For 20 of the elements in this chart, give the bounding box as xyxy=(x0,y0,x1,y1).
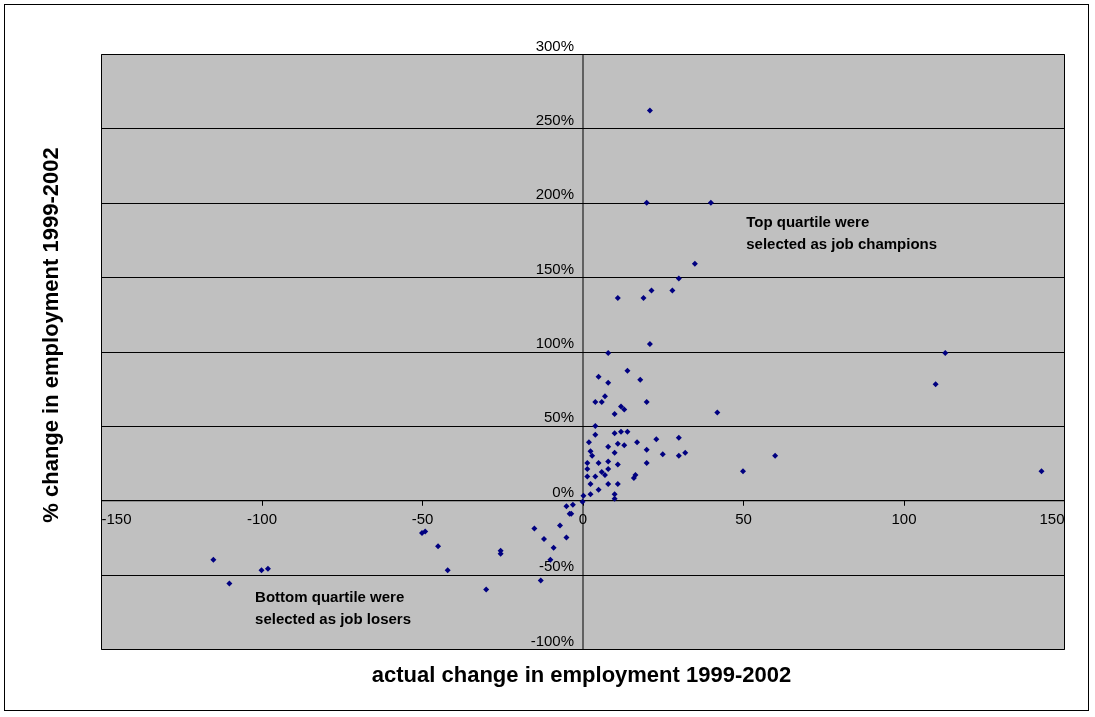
y-tick-label: 150% xyxy=(535,259,574,277)
y-tick-label: 300% xyxy=(535,36,574,54)
x-tick-label: 0 xyxy=(578,509,588,527)
y-tick-label: 0% xyxy=(552,482,574,500)
y-tick-label: 200% xyxy=(535,185,574,203)
annotation: Bottom quartile were selected as job losers xyxy=(255,587,411,627)
x-axis-title: actual change in employment 1999-2002 xyxy=(370,662,793,688)
x-tick-label: 50 xyxy=(735,509,752,527)
y-tick-label: -50% xyxy=(538,557,574,575)
x-tick-label: 100 xyxy=(891,509,917,527)
y-tick-label: 50% xyxy=(543,408,574,426)
y-tick-label: 100% xyxy=(535,334,574,351)
x-tick-label: -100 xyxy=(246,509,278,527)
y-axis-title: % change in employment 1999-2002 xyxy=(38,147,64,523)
y-tick-label: -100% xyxy=(530,631,574,649)
y-tick-label: 250% xyxy=(535,110,574,128)
x-tick-label: -50 xyxy=(411,509,434,527)
annotation: Top quartile were selected as job champions xyxy=(746,212,938,252)
x-tick-label: 150 xyxy=(1039,509,1065,527)
x-tick-label: -150 xyxy=(101,509,132,527)
